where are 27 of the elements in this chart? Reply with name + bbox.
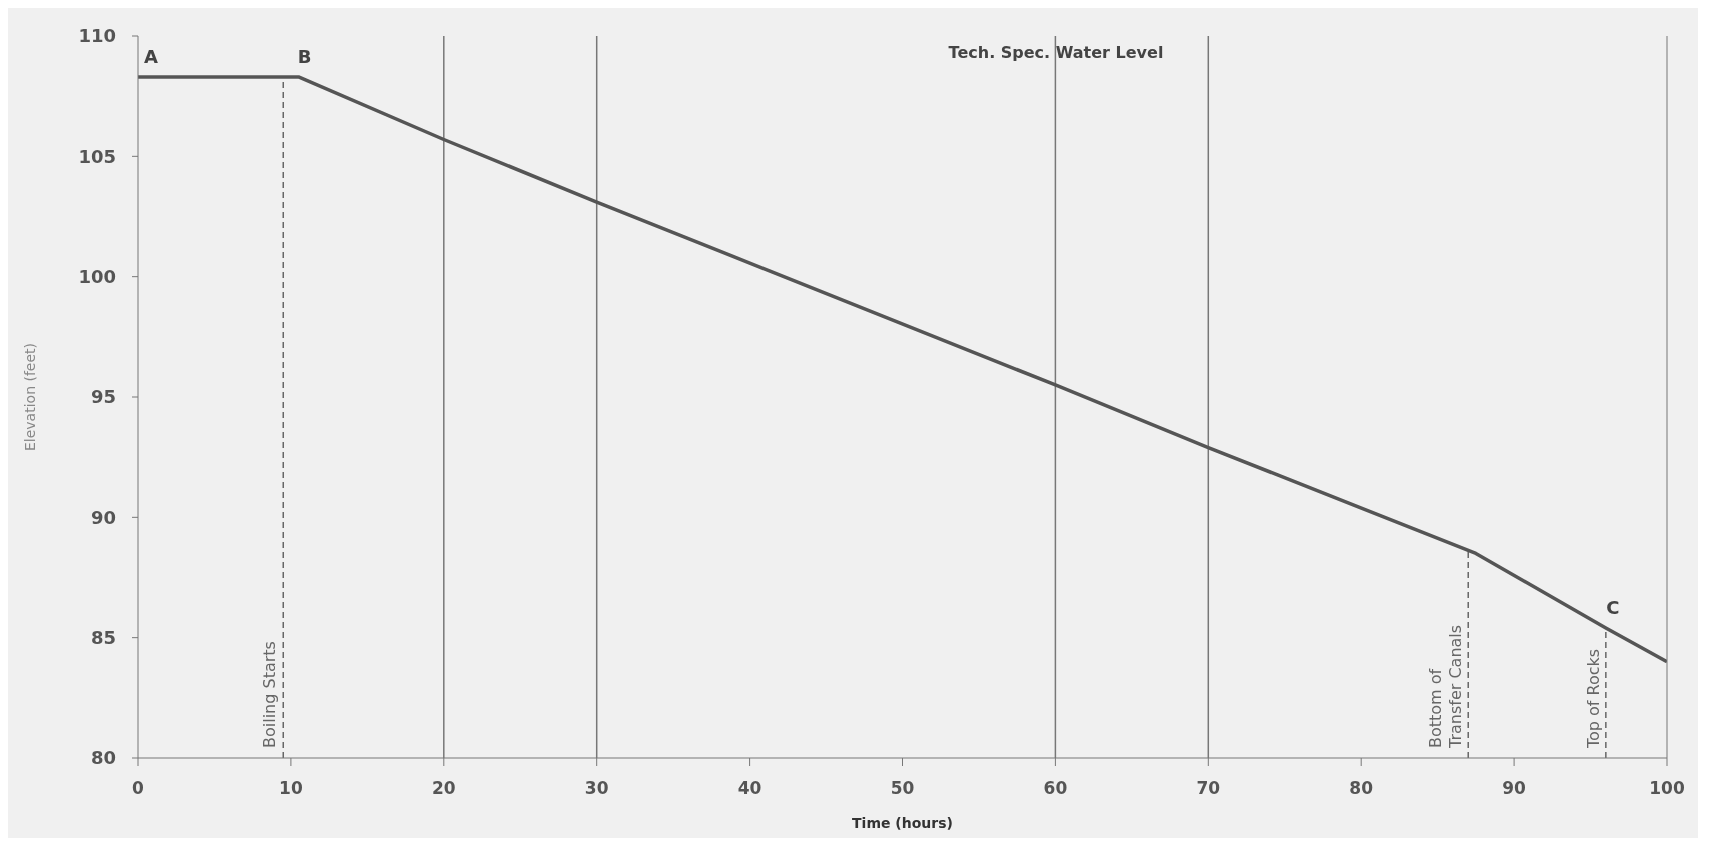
x-tick-label: 20 <box>431 778 456 799</box>
x-tick-label: 40 <box>737 778 762 799</box>
annotation: C <box>1606 597 1620 619</box>
ref-line-label: Top of Rocks <box>1583 648 1603 749</box>
annotation: A <box>144 45 158 67</box>
annotation: Tech. Spec. Water Level <box>948 43 1164 62</box>
x-tick-label: 80 <box>1349 778 1374 799</box>
y-tick-label: 90 <box>90 506 116 528</box>
y-tick-label: 95 <box>90 386 116 408</box>
ref-line-label: Boiling Starts <box>260 641 280 748</box>
annotation: B <box>297 45 312 67</box>
y-tick-label: 85 <box>90 627 116 649</box>
x-tick-label: 30 <box>584 778 609 799</box>
y-tick-label: 105 <box>78 145 116 167</box>
x-tick-label: 100 <box>1649 778 1685 799</box>
x-axis-title: Time (hours) <box>852 815 953 831</box>
ref-line-label: Bottom of Transfer Canals <box>1426 624 1466 749</box>
x-tick-label: 70 <box>1196 778 1221 799</box>
x-tick-label: 90 <box>1502 778 1527 799</box>
x-tick-label: 50 <box>890 778 915 799</box>
y-axis-title: Elevation (feet) <box>21 342 38 452</box>
x-tick-label: 0 <box>132 778 145 799</box>
y-tick-label: 110 <box>78 25 116 47</box>
y-tick-label: 100 <box>78 266 116 288</box>
x-tick-label: 60 <box>1043 778 1068 799</box>
y-tick-label: 80 <box>90 747 116 769</box>
x-tick-label: 10 <box>279 778 303 799</box>
